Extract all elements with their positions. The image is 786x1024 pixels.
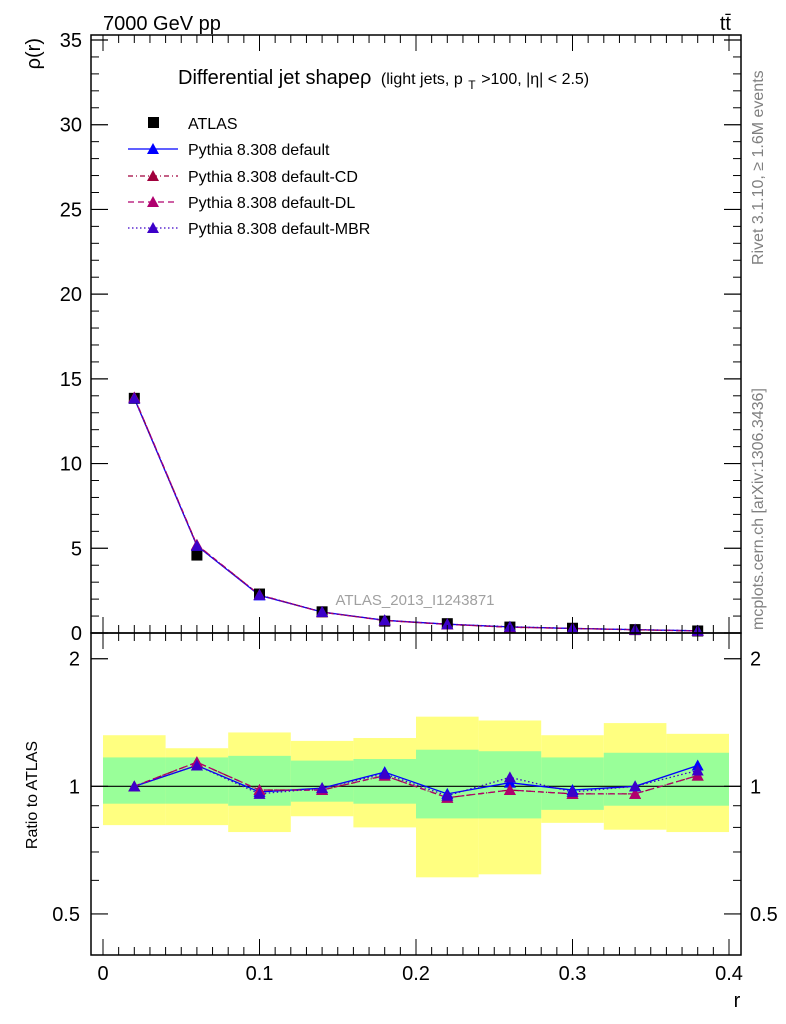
ratio-point-default-mbr [503, 771, 516, 783]
ratio-point-default-mbr [441, 789, 454, 801]
ratio-y-tick-label: 0.5 [52, 904, 80, 926]
uncertainty-band-inner [541, 757, 604, 810]
legend-label-default-dl: Pythia 8.308 default-DL [188, 195, 355, 212]
rivet-version-label: Rivet 3.1.10, ≥ 1.6M events [750, 70, 767, 265]
main-y-axis-label: ρ(r) [23, 38, 45, 69]
chart-title: Differential jet shapeρ (light jets, p T… [178, 67, 589, 94]
series-point-default-mbr [316, 605, 329, 617]
ratio-point-default-dl [629, 787, 642, 799]
y-tick-label: 15 [60, 369, 82, 391]
y-tick-label: 35 [60, 30, 82, 52]
legend-marker-default-cd [147, 170, 159, 181]
ratio-y-tick-label: 1 [69, 776, 80, 798]
y-tick-label: 25 [60, 199, 82, 221]
legend-label-default-mbr: Pythia 8.308 default-MBR [188, 221, 370, 238]
ratio-point-default-mbr [691, 764, 704, 776]
ratio-point-default-mbr [629, 780, 642, 792]
series-point-default-mbr [253, 589, 266, 601]
x-tick-label: 0.2 [402, 963, 430, 985]
chart-title-sub-subscript: T [468, 78, 476, 92]
legend-marker-default [147, 143, 159, 154]
chart-title-sub-prefix: (light jets, p [381, 71, 463, 88]
ratio-y-tick-label-right: 1 [750, 776, 761, 798]
ratio-line-default-dl [134, 761, 698, 799]
y-tick-label: 0 [71, 623, 82, 645]
legend-label-atlas: ATLAS [188, 116, 238, 133]
ratio-panel: 0.5 0.5 1 1 2 2 0 0.1 0.2 0.3 0.4 Ratio to ATLAS r [24, 632, 778, 1012]
energy-label: 7000 GeV pp [103, 13, 221, 35]
process-label: tt̄ [720, 13, 732, 35]
legend-label-default-cd: Pythia 8.308 default-CD [188, 169, 358, 186]
chart-title-sub-suffix: >100, |η| < 2.5) [481, 71, 589, 88]
ratio-point-default-mbr [128, 780, 141, 792]
x-tick-label: 0.3 [559, 963, 587, 985]
x-tick-label: 0 [97, 963, 108, 985]
x-axis-label: r [734, 990, 741, 1012]
ratio-point-default-dl [503, 784, 516, 796]
series-point-default-mbr [128, 392, 141, 404]
main-panel: 0 5 10 15 20 25 30 35 ρ(r) Differential jet sha… [23, 30, 742, 645]
ratio-y-tick-label-right: 2 [750, 649, 761, 671]
ratio-point-default-mbr [316, 782, 329, 794]
chart-title-main: Differential jet shapeρ [178, 67, 371, 89]
ratio-y-axis-label: Ratio to ATLAS [24, 741, 41, 849]
series-point-default-mbr [378, 614, 391, 626]
legend-label-default: Pythia 8.308 default [188, 142, 330, 159]
analysis-watermark: ATLAS_2013_I1243871 [335, 592, 494, 609]
x-tick-label: 0.1 [246, 963, 274, 985]
mcplots-source-label: mcplots.cern.ch [arXiv:1306.3436] [750, 388, 767, 630]
x-tick-label: 0.4 [715, 963, 743, 985]
ratio-line-default [134, 764, 698, 795]
ratio-y-tick-label: 2 [69, 649, 80, 671]
ratio-plot-marks [91, 716, 741, 878]
uncertainty-band-inner [416, 749, 479, 819]
series-point-default-mbr [190, 539, 203, 551]
legend-marker-default-mbr [147, 222, 159, 233]
main-axis-ticks: 0 5 10 15 20 25 30 35 [60, 30, 741, 645]
y-tick-label: 10 [60, 454, 82, 476]
series-line-default-dl [133, 397, 698, 632]
y-tick-label: 20 [60, 284, 82, 306]
series-point-default-mbr [441, 618, 454, 630]
ratio-point-default-mbr [253, 787, 266, 799]
y-tick-label: 5 [71, 538, 82, 560]
ratio-point-default-mbr [190, 759, 203, 771]
ratio-point-default-mbr [566, 785, 579, 797]
ratio-axis-ticks: 0.5 0.5 1 1 2 2 0 0.1 0.2 0.3 0.4 [52, 633, 778, 985]
ratio-line-default-mbr [134, 764, 698, 797]
y-tick-label: 30 [60, 115, 82, 137]
legend: ATLAS Pythia 8.308 default Pythia 8.308 … [128, 116, 370, 238]
legend-marker-atlas [148, 117, 159, 128]
data-point-atlas [191, 549, 203, 561]
legend-marker-default-dl [147, 196, 159, 207]
ratio-y-tick-label-right: 0.5 [750, 904, 778, 926]
uncertainty-band-inner [290, 760, 354, 802]
ratio-point-default-mbr [378, 767, 391, 779]
